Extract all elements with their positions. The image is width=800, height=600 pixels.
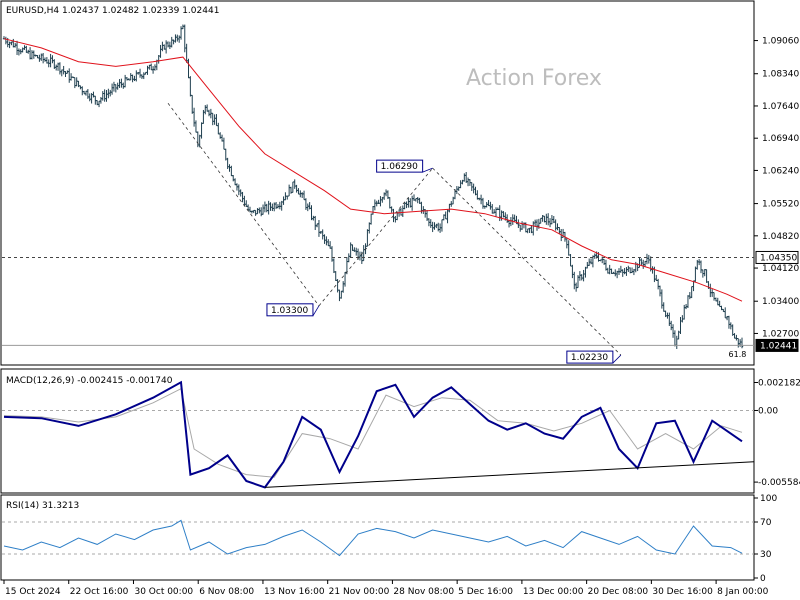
swing-label: 1.03300	[271, 306, 308, 316]
macd-title: MACD(12,26,9) -0.002415 -0.001740	[6, 376, 173, 386]
x-tick-label: 20 Dec 08:00	[588, 587, 649, 597]
chart-header: EURUSD,H4 1.02437 1.02482 1.02339 1.0244…	[6, 6, 219, 16]
rsi-tick-label: 0	[760, 574, 766, 584]
x-tick-label: 30 Oct 00:00	[134, 587, 193, 597]
current-price-label: 1.02441	[760, 341, 797, 351]
x-tick-label: 13 Nov 16:00	[264, 587, 325, 597]
macd-main-line	[3, 380, 743, 489]
swing-dashed-line	[167, 102, 320, 307]
price-layer: 1.03300 1.06290 1.02230 61.8	[2, 24, 754, 364]
swing-label-connector	[422, 167, 433, 173]
rsi-line	[3, 519, 743, 557]
price-tick-label: 1.09060	[762, 37, 799, 47]
rsi-layer	[2, 519, 754, 557]
x-tick-label: 15 Oct 2024	[5, 587, 61, 597]
swing-label: 1.06290	[381, 162, 418, 172]
x-tick-label: 6 Nov 08:00	[199, 587, 254, 597]
rsi-panel-frame	[0, 494, 755, 581]
macd-tick-label: 0.00	[758, 406, 778, 416]
x-tick-label: 21 Nov 00:00	[329, 587, 390, 597]
x-tick-label: 5 Dec 16:00	[458, 587, 513, 597]
x-tick-label: 30 Dec 16:00	[652, 587, 713, 597]
macd-tick-label: -0.005584	[758, 478, 800, 488]
price-tick-label: 1.08340	[762, 70, 799, 80]
price-tick-label: 1.04120	[762, 264, 799, 274]
moving-average-line	[3, 38, 743, 302]
watermark: Action Forex	[466, 66, 602, 91]
macd-tick-label: 0.002182	[758, 378, 800, 388]
swing-label-connector	[312, 305, 320, 317]
rsi-tick-label: 70	[760, 518, 772, 528]
price-tick-label: 1.07640	[762, 102, 799, 112]
price-panel-frame	[0, 0, 755, 366]
x-tick-label: 13 Dec 00:00	[523, 587, 584, 597]
x-tick-label: 8 Jan 00:00	[717, 587, 769, 597]
resistance-price-label: 1.04350	[760, 253, 797, 263]
swing-label-box	[566, 350, 614, 364]
price-tick-label: 1.04820	[762, 232, 799, 242]
swing-dashed-line	[432, 167, 622, 356]
price-tick-label: 1.06940	[762, 134, 799, 144]
macd-trendline	[264, 461, 755, 488]
macd-layer	[2, 380, 755, 489]
x-tick-label: 22 Oct 16:00	[70, 587, 129, 597]
panel-frames	[0, 0, 755, 581]
resistance-price-box	[755, 250, 799, 264]
swing-dashed-line	[318, 167, 433, 307]
swing-label-box	[376, 159, 424, 173]
swing-label: 1.02230	[571, 353, 608, 363]
price-tick-label: 1.05520	[762, 200, 799, 210]
fib-label: 61.8	[729, 350, 747, 359]
rsi-title: RSI(14) 31.3213	[6, 501, 79, 511]
swing-label-box	[266, 303, 314, 317]
x-tick-label: 28 Nov 08:00	[393, 587, 454, 597]
price-tick-label: 1.02700	[762, 329, 799, 339]
price-tick-label: 1.03400	[762, 297, 799, 307]
axes-layer: 1.04350 1.02441 1.09060 1.08340 1.07640 1.069…	[3, 37, 800, 597]
rsi-tick-label: 30	[760, 550, 772, 560]
macd-signal-line	[3, 387, 743, 478]
current-price-box	[755, 338, 799, 352]
rsi-tick-label: 100	[760, 494, 777, 504]
price-tick-label: 1.06240	[762, 166, 799, 176]
macd-panel-frame	[0, 368, 755, 494]
swing-label-connector	[612, 354, 622, 364]
